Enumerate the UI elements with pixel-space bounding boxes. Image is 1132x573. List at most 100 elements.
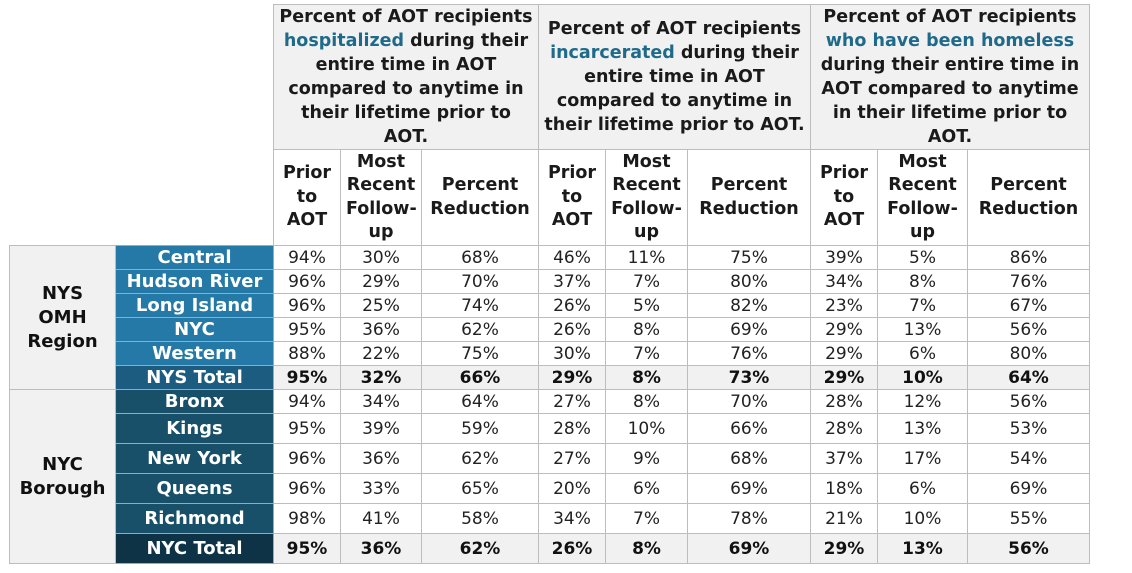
value-cell: 9% xyxy=(605,443,688,474)
value-cell: 98% xyxy=(273,503,341,534)
group-header-post: during their entire time in AOT compared… xyxy=(544,43,805,135)
aot-outcomes-table: Percent of AOT recipients hospitalized d… xyxy=(9,4,1090,564)
value-cell: 62% xyxy=(421,317,539,342)
value-cell: 21% xyxy=(810,503,878,534)
value-cell: 39% xyxy=(340,413,422,444)
column-header: Percent Reduction xyxy=(421,149,539,246)
value-cell: 27% xyxy=(538,443,606,474)
value-cell: 23% xyxy=(810,293,878,318)
row-label: Queens xyxy=(115,473,274,504)
column-header-label: Most Recent Follow-up xyxy=(611,151,682,243)
value-cell: 76% xyxy=(967,269,1090,294)
group-header: Percent of AOT recipients incarcerated d… xyxy=(538,4,811,150)
group-label-text: NYS OMH Region xyxy=(27,282,98,352)
column-header: Most Recent Follow-up xyxy=(340,149,422,246)
value-cell: 29% xyxy=(810,365,878,390)
value-cell: 69% xyxy=(687,317,811,342)
data-row: NYS OMH Region Central 94% 30% 68% 46% 11% 75% 3… xyxy=(9,245,1090,390)
row-label: NYC xyxy=(115,317,274,342)
group-header: Percent of AOT recipients hospitalized d… xyxy=(273,4,539,150)
value-cell: 68% xyxy=(421,245,539,270)
total-row: NYC Total 95% 36% 62% 26% 8% 69% 29% 13% 56% xyxy=(10,533,1090,564)
value-cell: 67% xyxy=(967,293,1090,318)
value-cell: 96% xyxy=(273,443,341,474)
value-cell: 69% xyxy=(687,473,811,504)
value-cell: 78% xyxy=(687,503,811,534)
value-cell: 88% xyxy=(273,341,341,366)
corner-blank xyxy=(10,5,274,246)
value-cell: 34% xyxy=(340,389,422,414)
value-cell: 11% xyxy=(605,245,688,270)
value-cell: 26% xyxy=(538,293,606,318)
row-label-text: New York xyxy=(147,448,242,469)
value-cell: 28% xyxy=(810,389,878,414)
value-cell: 59% xyxy=(421,413,539,444)
value-cell: 75% xyxy=(421,341,539,366)
value-cell: 73% xyxy=(687,365,811,390)
value-cell: 27% xyxy=(538,389,606,414)
value-cell: 75% xyxy=(687,245,811,270)
value-cell: 29% xyxy=(810,341,878,366)
value-cell: 82% xyxy=(687,293,811,318)
header-row-groups: Percent of AOT recipients hospitalized d… xyxy=(10,4,1090,150)
data-row: Long Island 96% 25% 74% 26% 5% 82% 23% 7% 67% xyxy=(10,293,1090,318)
value-cell: 13% xyxy=(877,533,968,564)
value-cell: 7% xyxy=(877,293,968,318)
row-label: Kings xyxy=(115,413,274,444)
column-header: Most Recent Follow-up xyxy=(877,149,968,246)
value-cell: 65% xyxy=(421,473,539,504)
value-cell: 36% xyxy=(340,533,422,564)
group-header-pre: Percent of AOT recipients xyxy=(279,7,533,27)
value-cell: 12% xyxy=(877,389,968,414)
value-cell: 8% xyxy=(605,365,688,390)
value-cell: 25% xyxy=(340,293,422,318)
value-cell: 10% xyxy=(605,413,688,444)
row-label: Hudson River xyxy=(115,269,274,294)
column-header: Percent Reduction xyxy=(967,149,1090,246)
value-cell: 30% xyxy=(538,341,606,366)
value-cell: 64% xyxy=(421,389,539,414)
value-cell: 56% xyxy=(967,389,1090,414)
value-cell: 96% xyxy=(273,473,341,504)
row-label-text: NYS Total xyxy=(146,367,243,388)
row-label-text: NYC Total xyxy=(146,538,243,559)
value-cell: 56% xyxy=(967,533,1090,564)
value-cell: 95% xyxy=(273,533,341,564)
data-row: Western 88% 22% 75% 30% 7% 76% 29% 6% 80% xyxy=(10,341,1090,366)
row-label: NYS Total xyxy=(115,365,274,390)
column-header-label: Percent Reduction xyxy=(699,175,799,219)
group-label-text: NYC Borough xyxy=(19,453,106,499)
column-header-label: Most Recent Follow-up xyxy=(887,151,958,243)
value-cell: 68% xyxy=(687,443,811,474)
value-cell: 69% xyxy=(687,533,811,564)
value-cell: 10% xyxy=(877,365,968,390)
value-cell: 29% xyxy=(810,317,878,342)
group-header-post: during their entire time in AOT compared… xyxy=(288,31,529,147)
value-cell: 46% xyxy=(538,245,606,270)
value-cell: 58% xyxy=(421,503,539,534)
value-cell: 6% xyxy=(877,341,968,366)
group-label: NYS OMH Region xyxy=(9,245,116,390)
data-row: Richmond 98% 41% 58% 34% 7% 78% 21% 10% 55% xyxy=(10,503,1090,534)
value-cell: 8% xyxy=(605,317,688,342)
value-cell: 36% xyxy=(340,443,422,474)
row-label-text: Queens xyxy=(156,478,233,499)
value-cell: 70% xyxy=(687,389,811,414)
group-header: Percent of AOT recipients who have been … xyxy=(810,4,1090,150)
row-label-text: Richmond xyxy=(144,508,245,529)
row-label-text: Kings xyxy=(166,418,223,439)
value-cell: 76% xyxy=(687,341,811,366)
value-cell: 26% xyxy=(538,533,606,564)
value-cell: 66% xyxy=(421,365,539,390)
row-label: Western xyxy=(115,341,274,366)
total-row: NYS Total 95% 32% 66% 29% 8% 73% 29% 10% 64% xyxy=(10,365,1090,390)
value-cell: 94% xyxy=(273,389,341,414)
value-cell: 56% xyxy=(967,317,1090,342)
value-cell: 10% xyxy=(877,503,968,534)
value-cell: 32% xyxy=(340,365,422,390)
value-cell: 95% xyxy=(273,365,341,390)
column-header: Prior to AOT xyxy=(538,149,606,246)
value-cell: 13% xyxy=(877,413,968,444)
data-row: Kings 95% 39% 59% 28% 10% 66% 28% 13% 53% xyxy=(10,413,1090,444)
row-label-text: Hudson River xyxy=(126,271,263,292)
